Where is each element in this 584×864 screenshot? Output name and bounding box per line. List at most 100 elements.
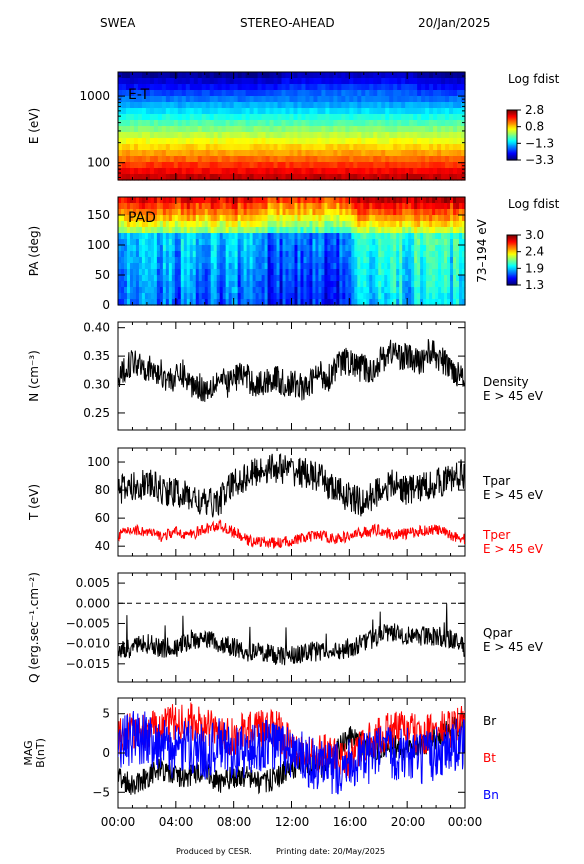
spectrogram-cell (309, 108, 315, 115)
spectrogram-cell (417, 102, 422, 109)
spectrogram-cell (330, 275, 334, 282)
spectrogram-cell (420, 233, 424, 240)
spectrogram-cell (313, 144, 319, 151)
spectrogram-cell (125, 114, 131, 121)
spectrogram-cell (270, 263, 275, 270)
spectrogram-cell (300, 221, 305, 228)
spectrogram-cell (174, 227, 179, 234)
spectrogram-cell (133, 144, 139, 151)
spectrogram-cell (393, 120, 398, 127)
spectrogram-cell (337, 78, 342, 85)
spectrogram-cell (285, 257, 290, 264)
spectrogram-cell (138, 263, 143, 270)
spectrogram-cell (173, 168, 179, 175)
spectrogram-cell (289, 168, 295, 175)
spectrogram-cell (277, 168, 283, 175)
pad-colorbar-cell (507, 278, 517, 281)
spectrogram-cell (273, 150, 279, 157)
spectrogram-cell (425, 174, 430, 181)
spectrogram-cell (289, 90, 295, 97)
spectrogram-cell (125, 138, 131, 145)
spectrogram-cell (303, 293, 308, 300)
spectrogram-cell (234, 203, 239, 210)
spectrogram-cell (441, 239, 445, 246)
spectrogram-cell (353, 120, 358, 127)
spectrogram-cell (378, 221, 382, 228)
spectrogram-cell (132, 287, 137, 294)
spectrogram-cell (330, 227, 334, 234)
spectrogram-cell (377, 162, 382, 169)
spectrogram-cell (185, 126, 191, 133)
spectrogram-cell (147, 221, 152, 228)
spectrogram-cell (249, 233, 254, 240)
spectrogram-cell (189, 102, 195, 109)
spectrogram-cell (411, 299, 415, 306)
spectrogram-cell (336, 227, 340, 234)
spectrogram-cell (162, 263, 167, 270)
spectrogram-cell (168, 263, 173, 270)
spectrogram-cell (327, 215, 331, 222)
spectrogram-cell (317, 162, 323, 169)
spectrogram-cell (264, 245, 269, 252)
spectrogram-cell (264, 221, 269, 228)
spectrogram-cell (141, 84, 147, 91)
spectrogram-cell (198, 227, 203, 234)
spectrogram-cell (246, 227, 251, 234)
spectrogram-cell (349, 150, 354, 157)
spectrogram-cell (132, 227, 137, 234)
spectrogram-cell (289, 114, 295, 121)
spectrogram-cell (363, 215, 367, 222)
spectrogram-cell (137, 84, 143, 91)
spectrogram-cell (444, 209, 448, 216)
spectrogram-cell (423, 215, 427, 222)
spectrogram-cell (351, 233, 355, 240)
spectrogram-cell (351, 203, 355, 210)
spectrogram-cell (381, 90, 386, 97)
spectrogram-cell (189, 90, 195, 97)
spectrogram-cell (348, 299, 352, 306)
spectrogram-cell (399, 239, 403, 246)
spectrogram-cell (420, 221, 424, 228)
spectrogram-cell (459, 269, 463, 276)
spectrogram-cell (135, 209, 140, 216)
spectrogram-cell (210, 251, 215, 258)
spectrogram-cell (294, 209, 299, 216)
spectrogram-cell (297, 203, 302, 210)
spectrogram-cell (276, 257, 281, 264)
pad-colorbar-cell (507, 272, 517, 275)
spectrogram-cell (189, 84, 195, 91)
spectrogram-cell (291, 203, 296, 210)
spectrogram-cell (240, 221, 245, 228)
spectrogram-cell (255, 245, 260, 252)
spectrogram-cell (389, 72, 394, 79)
spectrogram-cell (185, 120, 191, 127)
spectrogram-cell (120, 221, 125, 228)
spectrogram-cell (345, 144, 350, 151)
pad-energy-range-label: 73–194 eV (475, 218, 489, 282)
spectrogram-cell (213, 293, 218, 300)
spectrogram-cell (327, 245, 331, 252)
spectrogram-cell (333, 233, 337, 240)
spectrogram-cell (381, 126, 386, 133)
spectrogram-cell (291, 269, 296, 276)
spectrogram-cell (213, 263, 218, 270)
spectrogram-cell (336, 263, 340, 270)
spectrogram-cell (213, 257, 218, 264)
spectrogram-cell (357, 257, 361, 264)
spectrogram-cell (237, 257, 242, 264)
spectrogram-cell (291, 263, 296, 270)
spectrogram-cell (437, 138, 442, 145)
spectrogram-cell (121, 138, 127, 145)
energy-colorbar-title: Log fdist (508, 72, 560, 86)
spectrogram-cell (201, 293, 206, 300)
spectrogram-cell (234, 239, 239, 246)
spectrogram-cell (303, 227, 308, 234)
spectrogram-cell (225, 126, 231, 133)
spectrogram-cell (228, 239, 233, 246)
spectrogram-cell (150, 287, 155, 294)
spectrogram-cell (377, 84, 382, 91)
spectrogram-cell (387, 197, 391, 204)
spectrogram-cell (217, 72, 223, 79)
spectrogram-cell (173, 84, 179, 91)
spectrogram-cell (354, 245, 358, 252)
